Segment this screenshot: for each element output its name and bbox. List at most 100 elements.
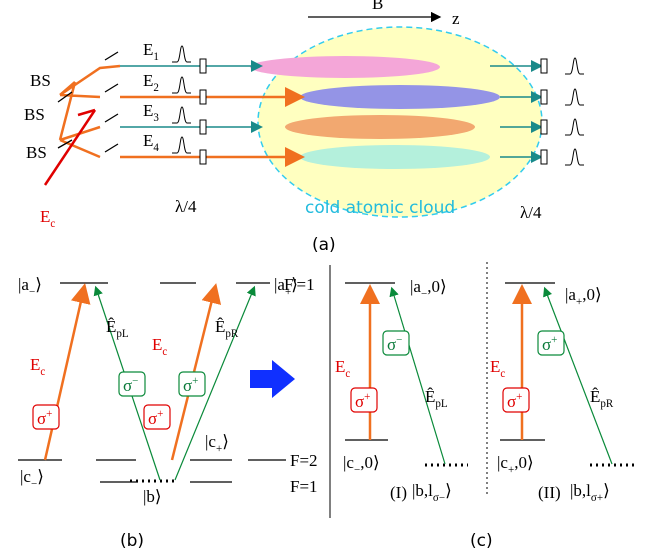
label-text: E: [40, 207, 50, 226]
hyperfine-label: F=2: [290, 451, 318, 470]
label-text: |c: [343, 453, 354, 472]
sigma-label: σ+: [507, 391, 522, 411]
label-subscript: pL: [116, 328, 129, 340]
label-text: E: [335, 357, 345, 376]
level-label: |c+⟩: [205, 432, 229, 455]
level-label: |b,lσ−⟩: [412, 481, 452, 504]
label-superscript: +: [516, 391, 522, 403]
label-text: Ê: [590, 387, 600, 406]
label-subscript: +: [216, 443, 222, 455]
splitter-label: BS: [24, 105, 45, 124]
label-subscript: +: [285, 286, 291, 298]
label-text: Ê: [215, 317, 225, 336]
label-text: E: [143, 101, 153, 120]
label-superscript: +: [551, 334, 557, 346]
label-subscript: pL: [435, 398, 448, 410]
control-arrow: [43, 283, 91, 461]
sigma-label: σ+: [37, 408, 52, 428]
level-label: |c−⟩: [20, 467, 44, 490]
label-text: σ: [183, 376, 192, 395]
level-label: |b,lσ+⟩: [570, 481, 610, 504]
label-text: ,0⟩: [427, 277, 446, 296]
case-label: (I): [390, 483, 407, 502]
label-subscript: +: [576, 296, 582, 308]
label-text: |a: [274, 275, 285, 294]
label-subscript: −: [29, 286, 35, 298]
panel-label: (c): [470, 531, 493, 551]
label-text: |a: [410, 277, 421, 296]
splitter-label: BS: [26, 143, 47, 162]
beam-label: E4: [143, 131, 159, 154]
label-text: Ê: [425, 387, 435, 406]
label-text: ⟩: [291, 275, 298, 294]
waveplates: [199, 58, 548, 165]
label-superscript: +: [157, 408, 163, 420]
level-label: |a−⟩: [18, 275, 42, 298]
mode-2: [300, 85, 500, 109]
label-text: ⟩: [37, 467, 44, 486]
label-subscript: σ−: [433, 492, 445, 504]
label-superscript: −: [132, 375, 138, 387]
label-subscript: c: [40, 366, 45, 378]
label-text: |b⟩: [143, 487, 162, 506]
panel-label: (b): [120, 531, 144, 551]
field-label: B: [372, 0, 383, 13]
label-text: |c: [20, 467, 31, 486]
label-text: σ: [542, 335, 551, 354]
label-text: |a: [565, 285, 576, 304]
level-label: |a+,0⟩: [565, 285, 602, 308]
label-text: |c: [205, 432, 216, 451]
label-text: ⟩: [603, 481, 610, 500]
level-label: |b⟩: [143, 487, 162, 506]
label-subscript: pR: [225, 328, 239, 340]
panel-c: σ− σ+ σ+ σ+ |a−,0⟩ |a+,0⟩ Ec Ec ÊpL ÊpR …: [335, 277, 635, 551]
levels: [345, 282, 555, 441]
label-subscript: c: [345, 368, 350, 380]
label-subscript: 1: [153, 51, 159, 63]
waveplate-label: λ/4: [520, 203, 542, 222]
label-superscript: −: [396, 334, 402, 346]
panel-b: σ+ σ− σ+ σ+ |a−⟩ |a+⟩ F'=1 Ec Ec ÊpL ÊpR…: [18, 275, 318, 551]
levels: [18, 282, 286, 483]
splitter-label: BS: [30, 71, 51, 90]
label-text: ,0⟩: [582, 285, 601, 304]
label-subscript: −: [421, 288, 427, 300]
label-superscript: +: [46, 408, 52, 420]
probe-label: ÊpL: [425, 387, 448, 410]
mode-4: [300, 145, 490, 169]
probe-arrow: [174, 285, 256, 481]
probe-label: ÊpR: [215, 317, 239, 340]
hyperfine-label: F'=1: [284, 275, 315, 294]
label-subscript: c: [162, 346, 167, 358]
label-text: |b,l: [412, 481, 433, 500]
label-text: σ: [37, 409, 46, 428]
label-text: E: [490, 357, 500, 376]
label-superscript: +: [192, 375, 198, 387]
label-text: σ: [507, 392, 516, 411]
waveplate-label: λ/4: [175, 197, 197, 216]
label-text: ⟩: [35, 275, 42, 294]
label-superscript: +: [364, 391, 370, 403]
panel-a: B z E1 E2 E3 E4 BS BS BS Ec λ/4 λ/4 cold…: [24, 0, 585, 255]
control-label: Ec: [30, 355, 45, 378]
label-text: E: [143, 71, 153, 90]
label-text: σ: [355, 392, 364, 411]
label-text: σ: [387, 335, 396, 354]
label-subscript: 2: [153, 82, 159, 94]
label-text: σ: [123, 376, 132, 395]
probe-arrow: [389, 286, 446, 465]
label-text: ⟩: [445, 481, 452, 500]
label-text: σ: [148, 409, 157, 428]
label-text: Ê: [106, 317, 116, 336]
label-subscript: pR: [600, 398, 614, 410]
level-label: |a+⟩: [274, 275, 298, 298]
beam-label: E2: [143, 71, 159, 94]
level-label: |a−,0⟩: [410, 277, 447, 300]
sigma-label: σ+: [183, 375, 198, 395]
control-label: Ec: [335, 357, 350, 380]
label-subscript: +: [508, 464, 514, 476]
sigma-label: σ+: [542, 334, 557, 354]
cloud-label: cold atomic cloud: [305, 198, 455, 218]
label-subscript: −: [31, 478, 37, 490]
beams: [43, 51, 543, 186]
